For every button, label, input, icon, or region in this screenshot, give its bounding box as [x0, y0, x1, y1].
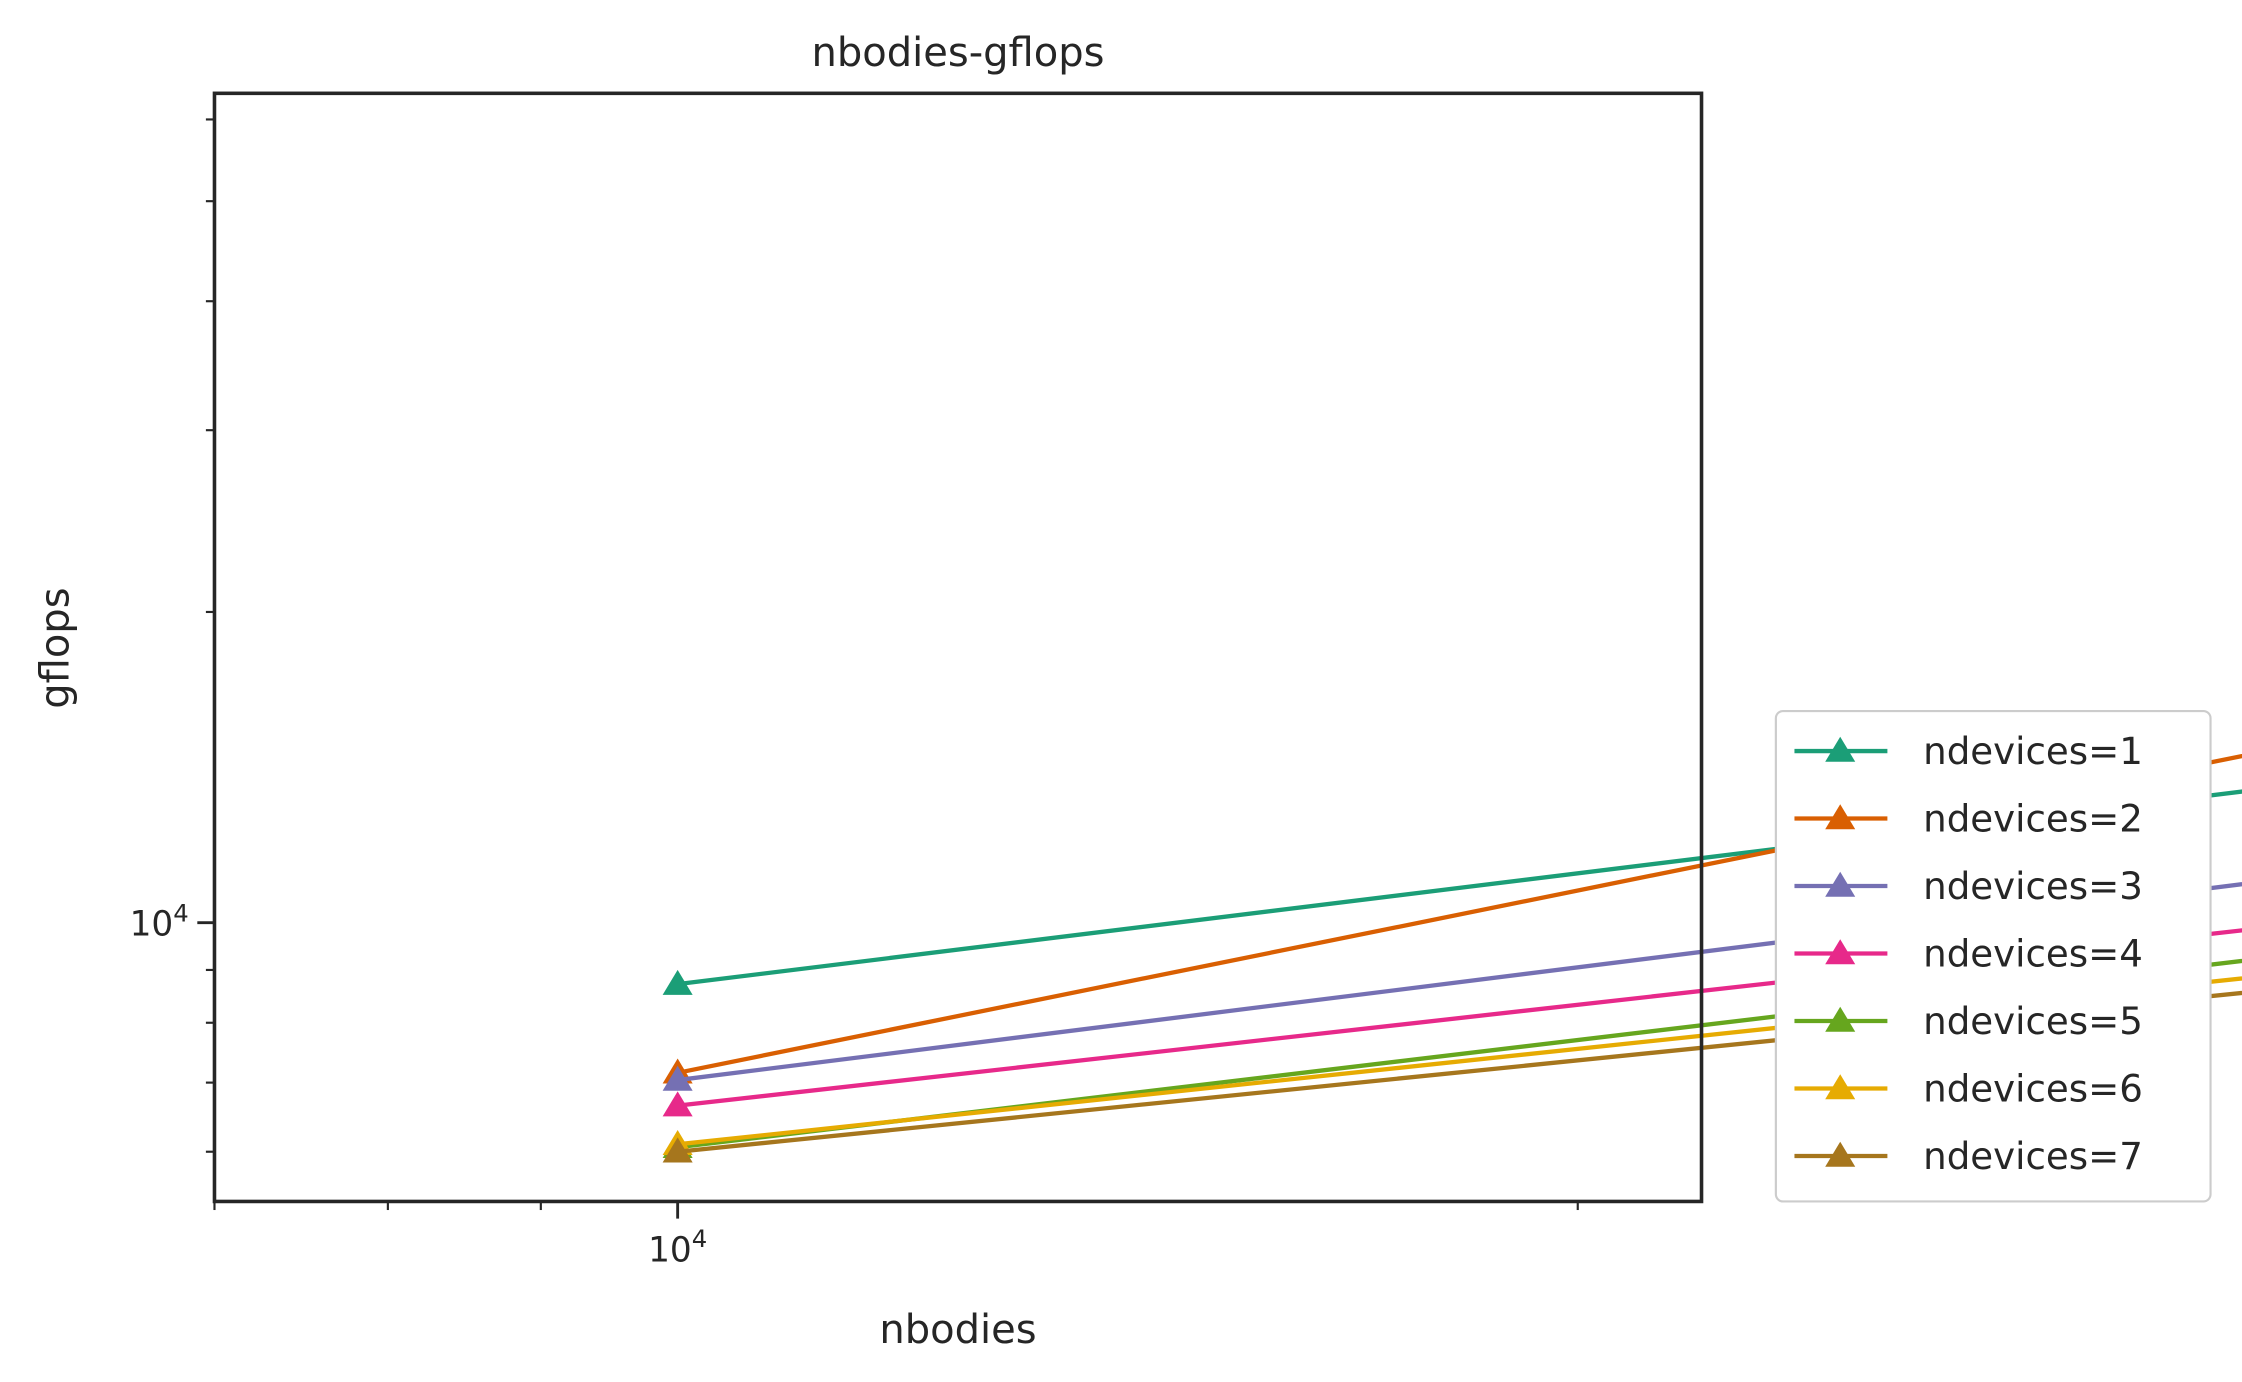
series-lines: [662, 753, 2242, 1163]
legend-marker: [1825, 736, 1856, 762]
legend: ndevices=1 ndevices=2 ndevices=3 ndevices=4…: [1774, 709, 2212, 1203]
legend-label: ndevices=4: [1923, 931, 2143, 975]
legend-box: [1774, 709, 2212, 1203]
axis-ticks: 104105106107104: [130, 118, 1579, 1271]
legend-label: ndevices=5: [1923, 999, 2143, 1043]
y-tick-label: 104: [130, 898, 189, 944]
series-7: [662, 990, 2242, 1163]
legend-marker: [1825, 1074, 1856, 1100]
data-point: [662, 1137, 693, 1163]
series-1: [662, 789, 2242, 995]
x-tick-label: 104: [648, 1224, 707, 1270]
data-point: [662, 1065, 693, 1091]
series-4: [662, 928, 2242, 1117]
legend-entry: ndevices=3: [1794, 864, 2143, 908]
legend-marker: [1825, 1141, 1856, 1167]
y-axis-label: gflops: [33, 587, 79, 708]
data-point: [662, 969, 693, 995]
legend-marker: [1825, 804, 1856, 830]
legend-entry: ndevices=6: [1794, 1066, 2143, 1110]
legend-entry: ndevices=1: [1794, 729, 2143, 773]
legend-label: ndevices=2: [1923, 796, 2143, 840]
legend-marker: [1825, 1006, 1856, 1032]
legend-label: ndevices=3: [1923, 864, 2143, 908]
data-point: [662, 1091, 693, 1117]
chart-title: nbodies-gflops: [811, 30, 1104, 76]
plot-frame: [212, 91, 1704, 1204]
legend-marker: [1825, 939, 1856, 965]
legend-marker: [1825, 871, 1856, 897]
legend-entry: ndevices=5: [1794, 999, 2143, 1043]
legend-label: ndevices=7: [1923, 1134, 2143, 1178]
legend-entry: ndevices=7: [1794, 1134, 2143, 1178]
legend-label: ndevices=6: [1923, 1066, 2143, 1110]
series-3: [662, 882, 2242, 1091]
legend-label: ndevices=1: [1923, 729, 2143, 773]
legend-entry: ndevices=4: [1794, 931, 2143, 975]
x-axis-label: nbodies: [879, 1307, 1036, 1353]
legend-entry: ndevices=2: [1794, 796, 2143, 840]
